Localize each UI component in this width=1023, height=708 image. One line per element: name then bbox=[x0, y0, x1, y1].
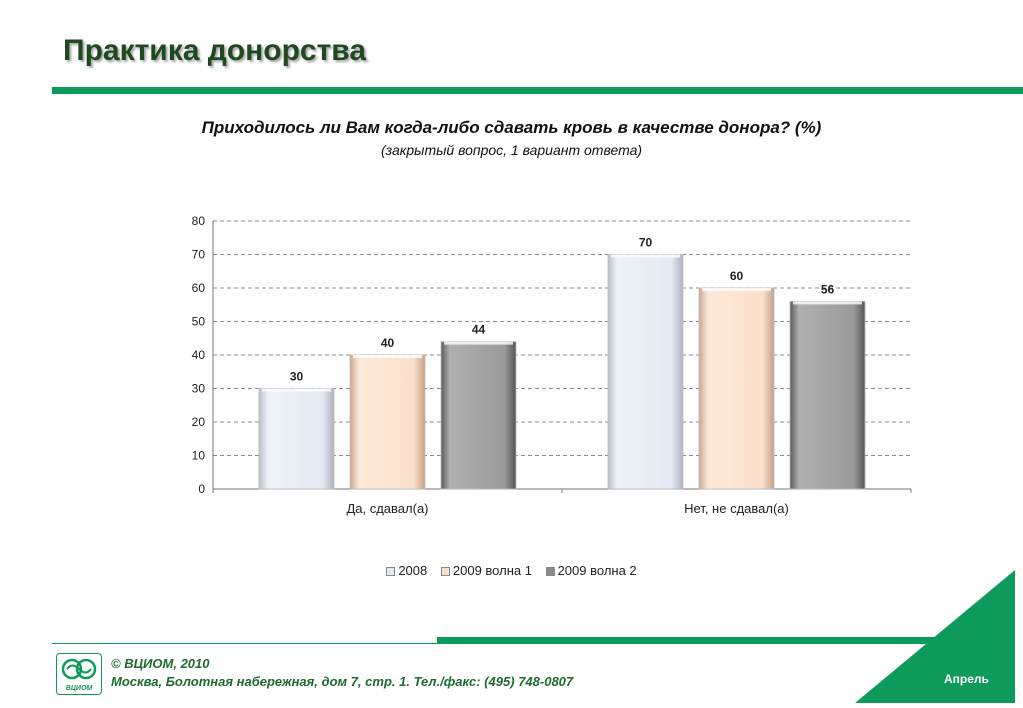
title-underline-thin bbox=[620, 90, 1023, 91]
legend-label: 2008 bbox=[398, 563, 428, 578]
footer-copyright: © ВЦИОМ, 2010 bbox=[111, 656, 210, 671]
footer-rule bbox=[52, 643, 437, 644]
bar-0-0 bbox=[258, 388, 335, 490]
legend-item-2009-wave-1: 2009 волна 1 bbox=[440, 563, 532, 578]
chart-legend: 2008 2009 волна 1 2009 волна 2 bbox=[0, 563, 1023, 578]
page-title: Практика донорства bbox=[63, 34, 367, 67]
bar-highlight bbox=[611, 254, 680, 258]
y-tick-label: 30 bbox=[192, 382, 206, 396]
legend-label: 2009 волна 2 bbox=[557, 563, 637, 578]
vciom-logo: ВЦИОМ bbox=[56, 653, 102, 695]
data-label: 44 bbox=[472, 323, 486, 337]
bar-highlight bbox=[262, 388, 331, 392]
data-label: 56 bbox=[821, 282, 835, 296]
legend-swatch bbox=[440, 567, 450, 577]
data-label: 40 bbox=[381, 336, 395, 350]
bar-highlight bbox=[793, 301, 862, 305]
bar-1-0 bbox=[349, 354, 426, 490]
bar-highlight bbox=[444, 341, 513, 345]
y-tick-label: 80 bbox=[192, 214, 206, 228]
footer-address: Москва, Болотная набережная, дом 7, стр.… bbox=[111, 674, 574, 689]
y-tick-label: 50 bbox=[192, 315, 206, 329]
bar-2-1 bbox=[789, 300, 866, 490]
y-tick-label: 40 bbox=[192, 348, 206, 362]
x-category-label: Да, сдавал(а) bbox=[346, 501, 428, 516]
bar-highlight bbox=[702, 288, 771, 291]
logo-emblem-icon bbox=[61, 658, 97, 680]
footer-rule-thick bbox=[437, 637, 937, 644]
y-tick-label: 10 bbox=[192, 449, 206, 463]
data-label: 30 bbox=[290, 370, 304, 384]
logo-text: ВЦИОМ bbox=[65, 685, 93, 692]
y-tick-label: 70 bbox=[192, 248, 206, 262]
x-category-label: Нет, не сдавал(а) bbox=[684, 501, 789, 516]
bar-0-1 bbox=[607, 254, 684, 490]
bars bbox=[258, 254, 866, 490]
y-tick-label: 20 bbox=[192, 415, 206, 429]
footer-month: Апрель bbox=[944, 672, 989, 686]
y-tick-label: 60 bbox=[192, 281, 206, 295]
bar-1-1 bbox=[698, 287, 775, 490]
bar-highlight bbox=[353, 355, 422, 358]
legend-item-2008: 2008 bbox=[386, 563, 427, 578]
chart-question: Приходилось ли Вам когда-либо сдавать кр… bbox=[201, 118, 822, 137]
legend-swatch bbox=[386, 567, 396, 577]
data-label: 60 bbox=[730, 269, 744, 283]
y-tick-label: 0 bbox=[198, 482, 205, 496]
chart-question-note: (закрытый вопрос, 1 вариант ответа) bbox=[380, 142, 643, 158]
data-labels: 30 40 44 70 60 56 bbox=[290, 236, 835, 384]
title-underline bbox=[52, 87, 1023, 94]
legend-label: 2009 волна 1 bbox=[452, 563, 532, 578]
legend-item-2009-wave-2: 2009 волна 2 bbox=[545, 563, 637, 578]
data-label: 70 bbox=[639, 236, 653, 250]
legend-swatch bbox=[545, 567, 555, 577]
